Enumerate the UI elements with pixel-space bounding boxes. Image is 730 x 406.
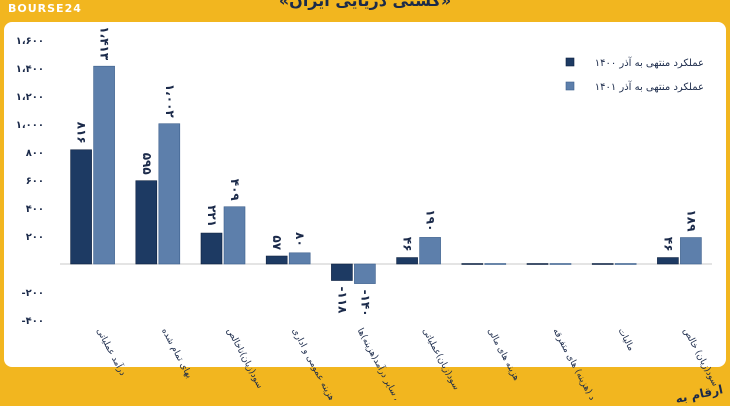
- y-tick-label: ۸۰۰: [26, 148, 44, 159]
- legend-label: عملکرد منتهی به آذر ۱۴۰۰: [595, 56, 704, 69]
- bar-value-label: ۱،۴۱۳: [98, 26, 112, 61]
- y-tick-label: ۱،۰۰۰: [16, 120, 44, 131]
- bar-value-label: -۱۱۸: [335, 287, 349, 315]
- category-label: بهای تمام شده: [159, 327, 194, 380]
- y-tick-label: -۴۰۰: [22, 316, 44, 327]
- bar-value-label: ۲۲۱: [205, 205, 219, 227]
- bar-value-label: ۱۸۹: [684, 210, 698, 233]
- category-label: درآمد (هزینه) های متفرقه: [550, 326, 606, 400]
- y-tick-label: ۲۰۰: [26, 232, 44, 243]
- bar-series2: [614, 263, 637, 265]
- bar-series1: [70, 149, 92, 265]
- category-label: سود(زیان)ناخالص: [224, 327, 264, 391]
- bar-value-label: ۱۹۰: [424, 209, 438, 231]
- chart-frame: [4, 22, 726, 367]
- legend: عملکرد منتهی به آذر ۱۴۰۰ عملکرد منتهی به …: [565, 56, 704, 93]
- category-label: درآمد عملیاتی: [94, 326, 129, 378]
- category-label: هزینه های مالی: [485, 327, 521, 383]
- bars: [70, 65, 702, 284]
- bar-series2: [484, 263, 507, 265]
- bar-series1: [657, 257, 679, 265]
- bar-series2: [549, 263, 572, 265]
- category-label: مالیات: [616, 327, 636, 353]
- bar-series2: [93, 65, 115, 265]
- category-label: خالص سایر درآمد(هزینه)ها: [355, 326, 413, 400]
- bar-value-label: ۸۱۶: [75, 122, 89, 144]
- y-tick-label: ۴۰۰: [26, 204, 44, 215]
- bar-series2: [158, 123, 181, 265]
- bar-series2: [288, 252, 311, 265]
- bar-value-label: ۴۰۹: [228, 179, 242, 202]
- bar-series1: [461, 263, 484, 265]
- bar-value-label: ۴۶: [661, 237, 675, 252]
- bar-series1: [396, 257, 418, 265]
- bar-series1: [591, 263, 614, 265]
- chart-title: «کشتی دریایی ایران»: [278, 0, 452, 10]
- bar-value-label: ۵۹۵: [140, 153, 154, 175]
- bar-value-label: -۱۴۰: [358, 290, 372, 317]
- legend-swatch: [565, 57, 575, 67]
- bar-series1: [135, 180, 158, 265]
- bar-value-labels: ۸۱۶ ۱،۴۱۳ ۵۹۵ ۱،۰۰۲ ۲۲۱ ۴۰۹ ۵۷ ۸۰ -۱۱۸ -۱۴۰ ۴۶ ۱۹۰ ۴…: [75, 26, 699, 316]
- brand-logo: BOURSE24: [8, 2, 82, 15]
- y-tick-label: ۶۰۰: [26, 176, 44, 187]
- y-tick-label: ۱،۴۰۰: [16, 64, 44, 75]
- bar-value-label: ۵۷: [270, 235, 284, 250]
- bar-value-label: ۴۶: [401, 237, 415, 252]
- x-axis-labels: درآمد عملیاتی بهای تمام شده سود(زیان)ناخال…: [94, 326, 720, 400]
- bar-series1: [265, 255, 288, 265]
- bar-value-label: ۸۰: [293, 232, 307, 247]
- bar-value-label: ۱،۰۰۲: [163, 84, 177, 119]
- bar-series2: [354, 263, 376, 284]
- bar-series2: [223, 206, 246, 265]
- y-tick-label: ۱،۲۰۰: [16, 92, 44, 103]
- bar-series1: [331, 263, 353, 281]
- category-label: سود(زیان) خالص: [681, 327, 720, 389]
- y-tick-label: -۲۰۰: [22, 288, 44, 299]
- bar-series2: [680, 237, 702, 265]
- bar-series1: [526, 263, 549, 265]
- category-label: سود(زیان)عملیاتی: [420, 327, 461, 392]
- legend-swatch: [565, 81, 575, 91]
- bar-series2: [419, 237, 441, 265]
- y-tick-label: ۱،۶۰۰: [16, 36, 44, 47]
- legend-label: عملکرد منتهی به آذر ۱۴۰۱: [595, 80, 704, 93]
- bar-series1: [200, 232, 223, 265]
- category-label: هزینه عمومی و اداری: [290, 327, 337, 400]
